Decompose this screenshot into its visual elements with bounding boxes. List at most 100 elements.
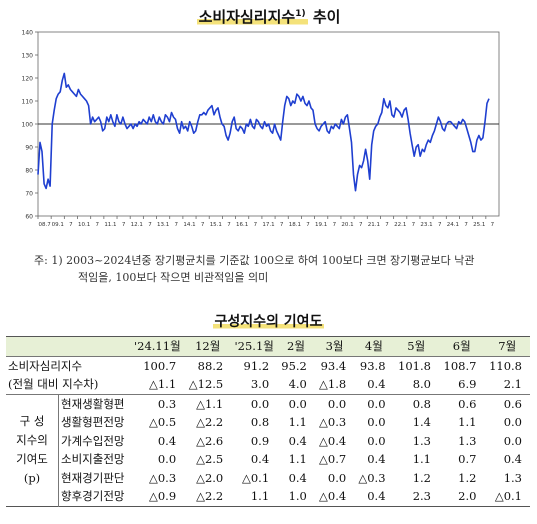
table-cell: 0.8 — [250, 415, 270, 430]
table-cell: 6.9 — [458, 377, 477, 392]
group-label-line: 지수의 — [16, 433, 48, 447]
group-label-line: 구 성 — [19, 414, 45, 428]
x-tick-label: 7 — [412, 222, 416, 228]
row-label: 가계수입전망 — [61, 433, 125, 448]
contribution-table: '24.11월 12월 '25.1월 2월 3월 4월 5월 6월 7월 소비자… — [6, 336, 530, 507]
column-header: 3월 — [325, 339, 344, 354]
x-tick-label: 7 — [306, 222, 310, 228]
table-cell: 0.3 — [157, 396, 177, 411]
x-tick-label: 24.1 — [447, 222, 459, 228]
x-tick-label: 7 — [122, 222, 126, 228]
y-tick-label: 120 — [22, 76, 34, 83]
x-tick-label: 7 — [385, 222, 389, 228]
x-tick-label: 7 — [438, 222, 442, 228]
table-cell: 1.1 — [288, 452, 307, 467]
x-tick-label: 08.7 — [38, 222, 51, 228]
x-tick-label: 13.1 — [157, 222, 169, 228]
x-tick-label: 22.1 — [394, 222, 406, 228]
header-corner — [6, 337, 131, 357]
table-cell: △2.2 — [196, 489, 224, 504]
table-cell: 0.0 — [327, 470, 347, 485]
table-cell: 0.0 — [288, 396, 307, 411]
table-cell: 0.6 — [458, 396, 477, 411]
table-cell: 1.1 — [412, 452, 431, 467]
x-tick-label: 10.1 — [78, 222, 90, 228]
table-cell: 0.4 — [288, 433, 307, 448]
column-header: 2월 — [287, 339, 305, 354]
x-tick-label: 7 — [175, 222, 179, 228]
table-cell: 88.2 — [197, 358, 224, 373]
table-cell: △0.5 — [149, 415, 177, 430]
table-title-text: 구성지수의 기여도 — [212, 314, 325, 330]
x-tick-label: 7 — [227, 222, 231, 228]
row-label: 현재경기판단 — [61, 470, 125, 485]
x-tick-label: 11.1 — [104, 222, 116, 228]
table-cell: 93.4 — [320, 358, 347, 373]
x-tick-label: 16.1 — [236, 222, 248, 228]
footnote-line-2: 적임을, 100보다 작으면 비관적임을 의미 — [78, 271, 269, 284]
table-cell: △0.4 — [319, 489, 347, 504]
line-chart: 60 70 80 90 100 110 120 130 140 08.7 09.1 7 10.1 7 11.… — [22, 30, 500, 228]
y-tick-label: 100 — [22, 122, 34, 129]
table-cell: 1.0 — [288, 489, 307, 504]
x-tick-label: 20.1 — [341, 222, 353, 228]
table-row: 생활형편전망 △0.5 △2.2 0.8 1.1 △0.3 0.0 1.4 1.1 0.0 — [6, 413, 530, 432]
table-cell: △12.5 — [188, 377, 224, 392]
x-tick-label: 17.1 — [262, 222, 274, 228]
table-cell: △0.9 — [149, 489, 177, 504]
table-row: 소비자심리지수 100.7 88.2 91.2 95.2 93.4 93.8 101.8 108… — [6, 356, 530, 375]
x-tick-label: 7 — [464, 222, 468, 228]
table-cell: 0.0 — [367, 433, 386, 448]
table-cell: 0.4 — [367, 377, 386, 392]
table-cell: △0.1 — [494, 489, 522, 504]
x-tick-label: 7 — [69, 222, 73, 228]
column-header: '24.11월 — [133, 339, 181, 354]
table-cell: 0.0 — [367, 396, 386, 411]
y-tick-label: 70 — [25, 191, 33, 198]
y-tick-label: 90 — [25, 145, 33, 152]
table-cell: 0.4 — [157, 433, 177, 448]
x-tick-label: 7 — [491, 222, 495, 228]
row-label: 소비자심리지수 — [8, 358, 83, 373]
table-cell: 1.3 — [458, 433, 477, 448]
table-cell: △2.5 — [196, 452, 224, 467]
table-cell: 0.0 — [503, 433, 522, 448]
group-label-line: 기여도 — [16, 452, 48, 466]
chart-title: 소비자심리지수1) 추이 — [0, 6, 537, 27]
table-cell: 1.2 — [458, 470, 477, 485]
x-tick-label: 09.1 — [52, 222, 64, 228]
table-cell: 1.4 — [412, 415, 431, 430]
table-cell: 91.2 — [243, 358, 270, 373]
table-cell: 2.3 — [412, 489, 431, 504]
table-cell: 0.9 — [250, 433, 270, 448]
chart-title-main: 소비자심리지수 — [198, 8, 296, 26]
table-cell: 100.7 — [143, 358, 177, 373]
row-label: (전월 대비 지수차) — [8, 377, 99, 392]
table-cell: 0.0 — [503, 415, 522, 430]
table-cell: 108.7 — [443, 358, 477, 373]
y-tick-label: 110 — [22, 99, 34, 106]
table-cell: △2.2 — [196, 415, 224, 430]
table-cell: 0.0 — [250, 396, 270, 411]
table-cell: 0.0 — [157, 452, 177, 467]
group-label-line: (p) — [23, 471, 41, 485]
table-row: 구 성 지수의 기여도 (p) 현재생활형편 0.3 △1.1 0.0 0.0 0.0 0.0 0.8… — [6, 394, 530, 506]
x-tick-label: 7 — [254, 222, 258, 228]
table-cell: 1.1 — [288, 415, 307, 430]
column-header: '25.1월 — [234, 339, 274, 354]
table-cell: 95.2 — [281, 358, 307, 373]
table-cell: 0.4 — [367, 452, 386, 467]
x-tick-label: 7 — [359, 222, 363, 228]
column-header: 6월 — [452, 339, 471, 354]
table-cell: 0.4 — [250, 452, 270, 467]
table-cell: △0.7 — [319, 452, 347, 467]
row-label: 향후경기전망 — [61, 489, 125, 504]
table-cell: 4.0 — [288, 377, 307, 392]
table-cell: 93.8 — [359, 358, 386, 373]
column-header: 7월 — [498, 339, 517, 354]
y-tick-label: 140 — [22, 30, 34, 37]
table-cell: △2.0 — [196, 470, 224, 485]
x-tick-label: 7 — [96, 222, 100, 228]
table-cell: △2.6 — [196, 433, 224, 448]
